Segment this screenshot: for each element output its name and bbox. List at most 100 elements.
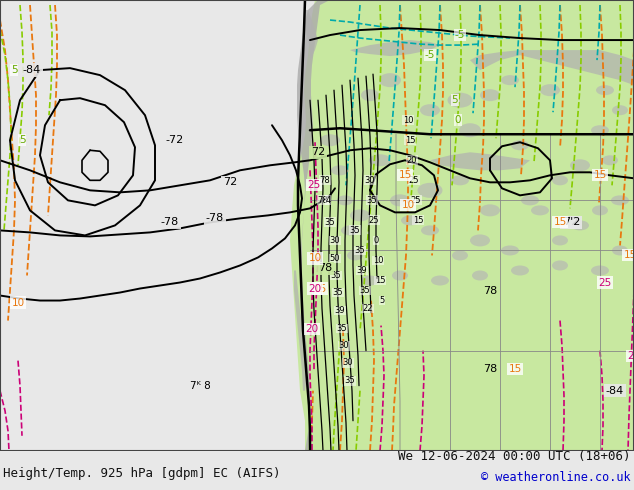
Text: 7'2: 7'2: [564, 218, 581, 227]
Text: 35: 35: [345, 376, 355, 385]
Ellipse shape: [552, 235, 568, 245]
Text: 15: 15: [623, 250, 634, 261]
Text: 78: 78: [483, 364, 497, 374]
Ellipse shape: [361, 89, 379, 101]
Polygon shape: [350, 40, 440, 56]
Text: 15: 15: [313, 284, 327, 294]
Polygon shape: [430, 152, 530, 171]
Ellipse shape: [611, 196, 629, 205]
Text: 78: 78: [320, 176, 330, 185]
Ellipse shape: [612, 105, 628, 115]
Ellipse shape: [521, 196, 539, 205]
Text: 15: 15: [375, 276, 385, 285]
Text: 78: 78: [318, 196, 328, 205]
Ellipse shape: [552, 261, 568, 270]
Text: 39: 39: [335, 306, 346, 315]
Text: 15: 15: [553, 218, 567, 227]
Text: 25: 25: [411, 196, 421, 205]
Text: 0: 0: [373, 236, 378, 245]
Text: 25: 25: [369, 216, 379, 225]
Text: 22: 22: [363, 304, 373, 313]
Text: 25: 25: [409, 176, 419, 185]
Text: © weatheronline.co.uk: © weatheronline.co.uk: [481, 471, 631, 484]
Text: 72: 72: [223, 177, 237, 187]
Text: 4: 4: [325, 196, 330, 205]
Polygon shape: [294, 270, 308, 391]
Text: 30: 30: [330, 236, 340, 245]
Ellipse shape: [421, 225, 439, 235]
Text: 10: 10: [401, 200, 415, 210]
Text: 15: 15: [508, 364, 522, 374]
Text: 10: 10: [11, 297, 25, 308]
Text: 10: 10: [403, 116, 413, 125]
Ellipse shape: [540, 84, 560, 96]
Text: 30: 30: [365, 176, 375, 185]
Ellipse shape: [431, 275, 449, 286]
Text: 20: 20: [308, 284, 321, 294]
Ellipse shape: [552, 175, 568, 185]
Ellipse shape: [470, 234, 490, 246]
Text: 35: 35: [359, 286, 370, 295]
Text: 35: 35: [337, 324, 347, 333]
Text: 35: 35: [325, 218, 335, 227]
Ellipse shape: [459, 123, 481, 137]
Polygon shape: [297, 0, 330, 451]
Ellipse shape: [511, 266, 529, 275]
Text: 15: 15: [413, 216, 424, 225]
Ellipse shape: [571, 220, 589, 230]
Ellipse shape: [570, 159, 590, 171]
Text: -84: -84: [23, 65, 41, 75]
Text: We 12-06-2024 00:00 UTC (18+06): We 12-06-2024 00:00 UTC (18+06): [398, 450, 631, 463]
Text: 20: 20: [306, 323, 318, 334]
Ellipse shape: [591, 266, 609, 275]
Ellipse shape: [501, 245, 519, 255]
Ellipse shape: [602, 155, 618, 165]
Ellipse shape: [612, 245, 628, 255]
Text: 25: 25: [307, 180, 321, 190]
Text: 15: 15: [398, 171, 411, 180]
Ellipse shape: [472, 270, 488, 280]
Text: 20: 20: [407, 156, 417, 165]
Ellipse shape: [392, 270, 408, 280]
Polygon shape: [305, 10, 318, 60]
Text: 50: 50: [330, 254, 340, 263]
Text: 30: 30: [339, 341, 349, 350]
Text: 35: 35: [354, 246, 365, 255]
Text: -5: -5: [455, 30, 465, 40]
Text: 5: 5: [18, 135, 25, 145]
Text: 72: 72: [311, 147, 325, 157]
Ellipse shape: [379, 73, 401, 87]
Ellipse shape: [591, 125, 609, 135]
Text: 78: 78: [318, 264, 332, 273]
Text: 5: 5: [379, 296, 385, 305]
Text: 35: 35: [350, 226, 360, 235]
Text: 5: 5: [451, 95, 458, 105]
Ellipse shape: [451, 175, 469, 185]
Text: 30: 30: [343, 358, 353, 367]
Text: 39: 39: [357, 266, 367, 275]
Ellipse shape: [420, 104, 440, 116]
Ellipse shape: [347, 250, 363, 261]
Ellipse shape: [448, 93, 472, 108]
Text: 15: 15: [593, 171, 607, 180]
Text: -84: -84: [606, 386, 624, 396]
Ellipse shape: [331, 165, 349, 175]
Ellipse shape: [320, 134, 340, 146]
Text: 5: 5: [11, 65, 17, 75]
Text: 0: 0: [455, 115, 462, 125]
Text: 10: 10: [308, 253, 321, 264]
Text: -78: -78: [206, 213, 224, 223]
Text: 35: 35: [331, 271, 341, 280]
Text: 78: 78: [483, 286, 497, 295]
Polygon shape: [470, 50, 634, 85]
Ellipse shape: [480, 89, 500, 101]
Ellipse shape: [401, 216, 419, 225]
Ellipse shape: [501, 75, 519, 85]
Ellipse shape: [596, 85, 614, 95]
Ellipse shape: [337, 196, 353, 205]
Ellipse shape: [361, 275, 379, 286]
Ellipse shape: [350, 209, 370, 221]
Polygon shape: [290, 0, 634, 451]
Ellipse shape: [592, 205, 608, 216]
Text: 35: 35: [366, 196, 377, 205]
